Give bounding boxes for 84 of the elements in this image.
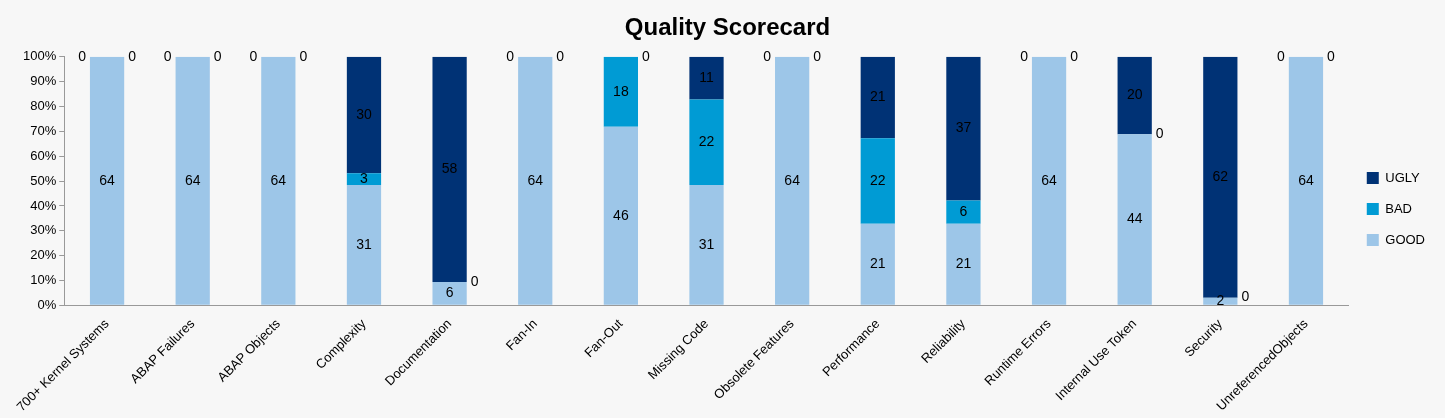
annotation: 0 [78,47,87,64]
annotation: 62 [1212,168,1229,185]
bar [689,56,724,100]
bar [860,56,895,139]
annotation: 22 [869,171,886,188]
bar [89,56,125,305]
y-tick-label: 100% [23,48,57,64]
bar [946,56,981,201]
legend-label: BAD [1385,200,1413,216]
annotation: 0 [1277,47,1286,64]
annotation: 0 [470,272,479,289]
annotation: 2 [1216,292,1225,309]
bar [603,56,639,127]
annotation: 0 [213,47,222,64]
annotation: 3 [360,170,369,187]
y-tick-label: 50% [30,172,57,188]
bar [946,223,981,305]
annotation: 0 [299,47,308,64]
annotation: 0 [642,47,650,64]
annotation: 0 [556,47,565,64]
annotation: 0 [163,47,172,64]
annotation: 21 [869,88,886,105]
annotation: 21 [955,255,972,272]
bar [518,56,553,305]
annotation: 22 [698,133,715,150]
bar [1117,56,1152,135]
bar [261,56,296,305]
annotation: 11 [699,69,714,86]
annotation: 64 [784,171,801,188]
annotation: 6 [445,284,454,301]
bar [689,99,724,186]
annotation: 31 [356,235,372,252]
y-tick-label: 30% [30,222,57,238]
annotation: 64 [527,171,544,188]
annotation: 31 [698,235,715,252]
y-tick-label: 0% [37,296,57,312]
bar [775,56,810,305]
bar [946,200,981,224]
legend-label: UGLY [1385,169,1421,185]
bar [689,185,724,305]
legend-label: GOOD [1385,231,1426,247]
annotation: 21 [869,255,886,272]
bar [175,56,210,305]
annotation: 37 [955,119,972,136]
bar [346,185,382,305]
y-tick-label: 20% [30,247,57,263]
annotation: 0 [1020,47,1029,64]
annotation: 0 [1327,47,1336,64]
annotation: 64 [1298,171,1314,188]
annotation: 0 [1241,288,1250,305]
annotation: 64 [184,171,201,188]
annotation: 30 [356,105,372,122]
annotation: 0 [506,47,515,64]
y-tick-label: 60% [30,147,57,163]
annotation: 46 [613,206,629,223]
bar [1031,56,1067,305]
annotation: 58 [441,160,458,177]
bar [860,138,895,224]
annotation: 0 [813,47,822,64]
bar [1288,56,1324,305]
annotation: 0 [128,47,137,64]
bar [860,223,895,305]
chart-title: Quality Scorecard [624,13,831,41]
bar [603,126,639,305]
bar [432,281,467,305]
annotation: 0 [1155,125,1164,142]
annotation: 20 [1126,86,1143,103]
y-tick-label: 40% [30,197,57,213]
bar [346,56,382,174]
annotation: 18 [613,82,629,99]
y-tick-label: 10% [30,272,57,288]
annotation: 0 [249,47,258,64]
y-tick-label: 70% [30,122,57,138]
annotation: 0 [763,47,772,64]
bar [1117,134,1152,305]
annotation: 6 [959,203,968,219]
annotation: 44 [1126,210,1143,227]
annotation: 64 [1041,171,1058,188]
annotation: 64 [99,171,116,188]
annotation: 64 [270,171,287,188]
bar [432,56,467,282]
y-tick-label: 80% [30,98,57,114]
annotation: 0 [1070,47,1079,64]
y-tick-label: 90% [30,73,57,89]
